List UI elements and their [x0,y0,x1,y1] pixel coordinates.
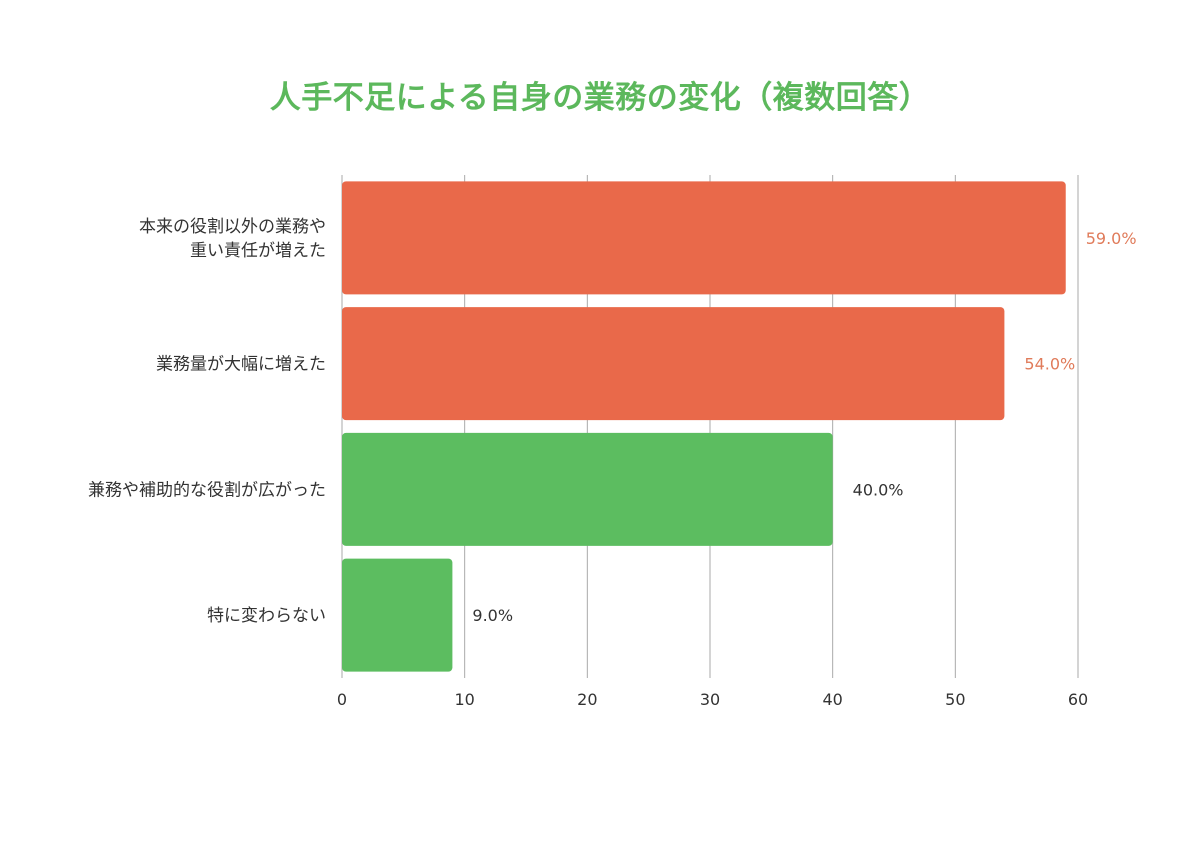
bar [342,558,453,672]
category-label: 兼務や補助的な役割が広がった [88,480,326,500]
x-axis-ticks: 0 10 20 30 40 50 60 [337,690,1088,709]
x-tick-label: 10 [454,690,474,709]
bar [342,181,1066,295]
category-label: 業務量が大幅に増えた [156,355,326,375]
category-label: 特に変わらない [207,606,326,626]
x-tick-label: 50 [945,690,965,709]
x-tick-label: 40 [822,690,842,709]
chart-title: 人手不足による自身の業務の変化（複数回答） [269,80,931,116]
category-label: 本来の役割以外の業務や重い責任が増えた [139,217,326,261]
bars [342,181,1066,672]
value-labels: 59.0% 54.0% 40.0% 9.0% [472,229,1136,625]
category-labels: 本来の役割以外の業務や重い責任が増えた業務量が大幅に増えた兼務や補助的な役割が広… [88,217,326,626]
value-label: 9.0% [472,606,513,625]
x-tick-label: 0 [337,690,347,709]
value-label: 59.0% [1086,229,1137,248]
x-tick-label: 30 [700,690,720,709]
bar [342,432,833,546]
x-tick-label: 60 [1068,690,1088,709]
value-label: 54.0% [1024,355,1075,374]
bar [342,307,1005,421]
x-tick-label: 20 [577,690,597,709]
value-label: 40.0% [853,480,904,499]
